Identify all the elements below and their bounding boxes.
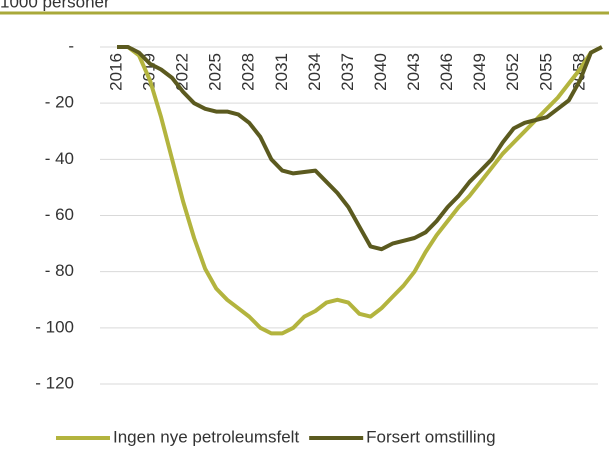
x-tick-label: 2055 — [536, 53, 555, 91]
y-tick-label: - 80 — [45, 261, 74, 280]
y-tick-label: - 120 — [35, 373, 74, 392]
x-tick-label: 2028 — [239, 53, 258, 91]
x-tick-label: 2046 — [437, 53, 456, 91]
x-tick-label: 2052 — [503, 53, 522, 91]
x-tick-label: 2049 — [470, 53, 489, 91]
x-tick-label: 2019 — [140, 53, 159, 91]
x-tick-label: 2031 — [272, 53, 291, 91]
chart-title: 1000 personer — [0, 0, 110, 11]
x-tick-label: 2016 — [106, 53, 125, 91]
y-tick-label: - — [68, 36, 74, 55]
series-line — [117, 45, 603, 252]
series-line — [117, 45, 603, 336]
y-tick-label: - 100 — [35, 317, 74, 336]
y-tick-label: - 60 — [45, 205, 74, 224]
legend-label: Forsert omstilling — [366, 427, 495, 446]
x-tick-label: 2034 — [305, 53, 324, 91]
x-tick-label: 2040 — [371, 53, 390, 91]
legend-label: Ingen nye petroleumsfelt — [113, 427, 299, 446]
x-tick-label: 2043 — [404, 53, 423, 91]
y-tick-label: - 40 — [45, 149, 74, 168]
x-tick-label: 2025 — [206, 53, 225, 91]
y-tick-label: - 20 — [45, 93, 74, 112]
x-tick-label: 2037 — [338, 53, 357, 91]
